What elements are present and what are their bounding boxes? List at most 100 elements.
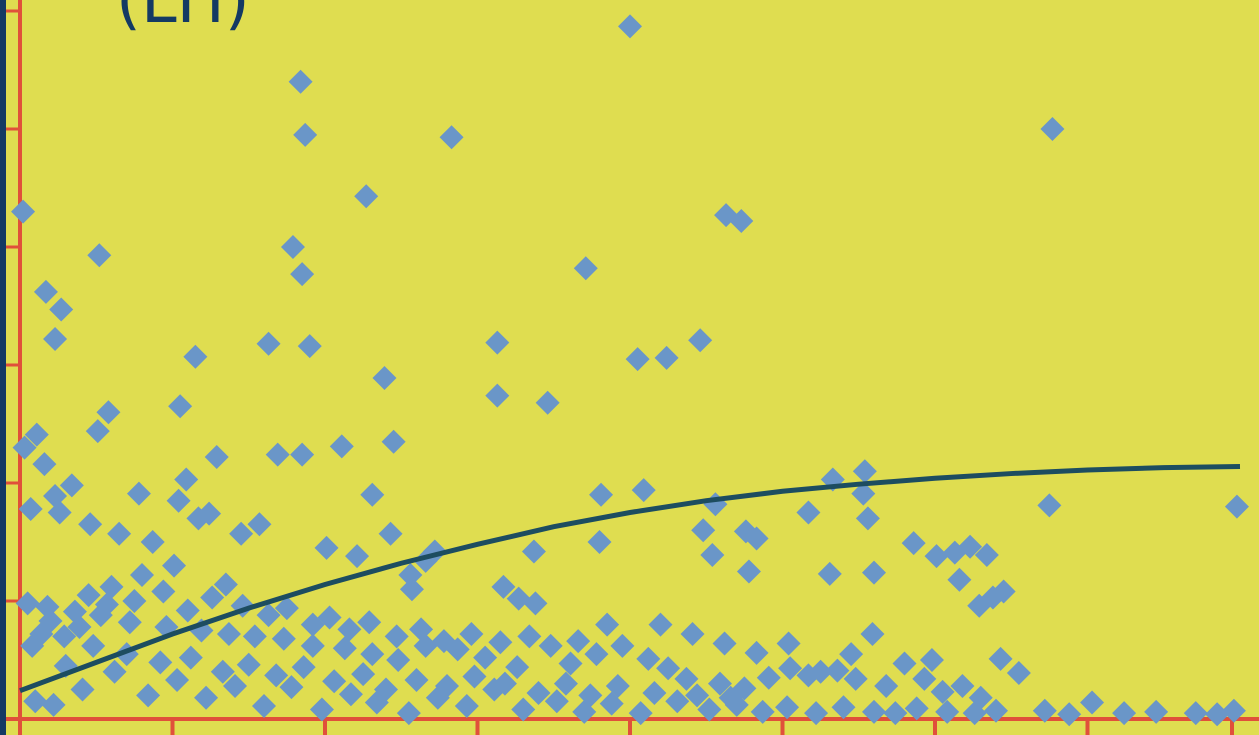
data-point [162, 553, 187, 578]
data-point [892, 651, 917, 676]
data-point [252, 694, 276, 719]
data-point [642, 681, 667, 706]
data-point [43, 327, 68, 352]
data-point [317, 605, 342, 630]
data-point [374, 677, 398, 702]
data-point [680, 622, 705, 647]
chart-title: (LH) [116, 0, 250, 38]
data-point [462, 664, 487, 689]
data-point [200, 585, 225, 610]
data-point [584, 642, 609, 667]
data-point [958, 534, 983, 559]
data-point [535, 390, 560, 415]
data-point [744, 640, 769, 665]
data-point [506, 586, 531, 611]
data-point [314, 535, 339, 560]
data-point [1006, 660, 1031, 685]
data-point [912, 666, 937, 691]
data-point [595, 612, 620, 637]
data-point [38, 609, 63, 634]
data-point [102, 659, 127, 684]
data-point [648, 612, 673, 637]
data-point [256, 603, 281, 628]
data-point [288, 69, 313, 94]
data-point [610, 633, 635, 658]
data-point [521, 539, 546, 564]
data-point [183, 344, 208, 369]
data-point [904, 696, 929, 721]
data-point [862, 699, 886, 724]
data-point [962, 701, 987, 726]
data-point [1205, 702, 1230, 727]
data-point [454, 694, 479, 719]
data-point [566, 629, 591, 654]
data-point [399, 577, 424, 602]
data-point [322, 669, 347, 694]
data-point [300, 633, 325, 658]
data-point [78, 512, 103, 537]
data-point [59, 473, 84, 498]
data-point [12, 435, 37, 460]
data-point [750, 699, 775, 724]
data-point [175, 598, 200, 623]
data-point [332, 636, 357, 661]
data-point [697, 697, 722, 722]
data-point [862, 560, 886, 585]
data-point [122, 589, 147, 613]
data-point [654, 345, 679, 370]
data-point [87, 243, 112, 268]
data-point [99, 574, 124, 599]
data-point [901, 531, 926, 556]
data-point [674, 666, 699, 691]
data-point [852, 459, 877, 484]
data-point [538, 633, 563, 658]
data-point [11, 199, 36, 224]
data-point [357, 610, 382, 635]
data-point [130, 563, 154, 588]
data-point [96, 400, 121, 425]
data-point [265, 442, 290, 467]
data-point [707, 671, 732, 696]
data-point [33, 279, 58, 304]
data-point [553, 671, 578, 696]
data-point [485, 383, 510, 408]
data-point [808, 659, 833, 684]
data-point [656, 656, 681, 681]
data-point [488, 630, 513, 655]
data-point [935, 699, 960, 724]
data-point [691, 518, 716, 543]
data-point [1183, 701, 1208, 726]
data-point [117, 610, 142, 635]
data-point [32, 452, 57, 477]
data-point [351, 662, 376, 687]
data-point [736, 559, 761, 584]
data-point [404, 668, 429, 693]
data-point [439, 125, 464, 150]
data-point [213, 572, 238, 597]
data-point [831, 695, 856, 720]
data-point [293, 122, 318, 147]
data-point [216, 622, 241, 647]
data-point [290, 442, 315, 467]
data-point [573, 256, 598, 281]
data-point [744, 526, 769, 551]
data-point [165, 668, 190, 693]
data-point [329, 434, 354, 459]
data-point [1057, 702, 1082, 727]
data-point [796, 500, 821, 525]
data-point [544, 689, 569, 714]
data-point [526, 681, 551, 706]
data-point [431, 629, 456, 654]
data-point [398, 563, 423, 588]
data-point [435, 673, 459, 698]
data-point [85, 419, 110, 444]
data-point [386, 648, 411, 672]
data-point [396, 701, 421, 726]
data-point [775, 695, 800, 720]
data-point [756, 665, 781, 690]
data-point [107, 521, 132, 546]
data-point [980, 585, 1005, 610]
data-point [229, 521, 254, 546]
data-point [384, 624, 409, 649]
